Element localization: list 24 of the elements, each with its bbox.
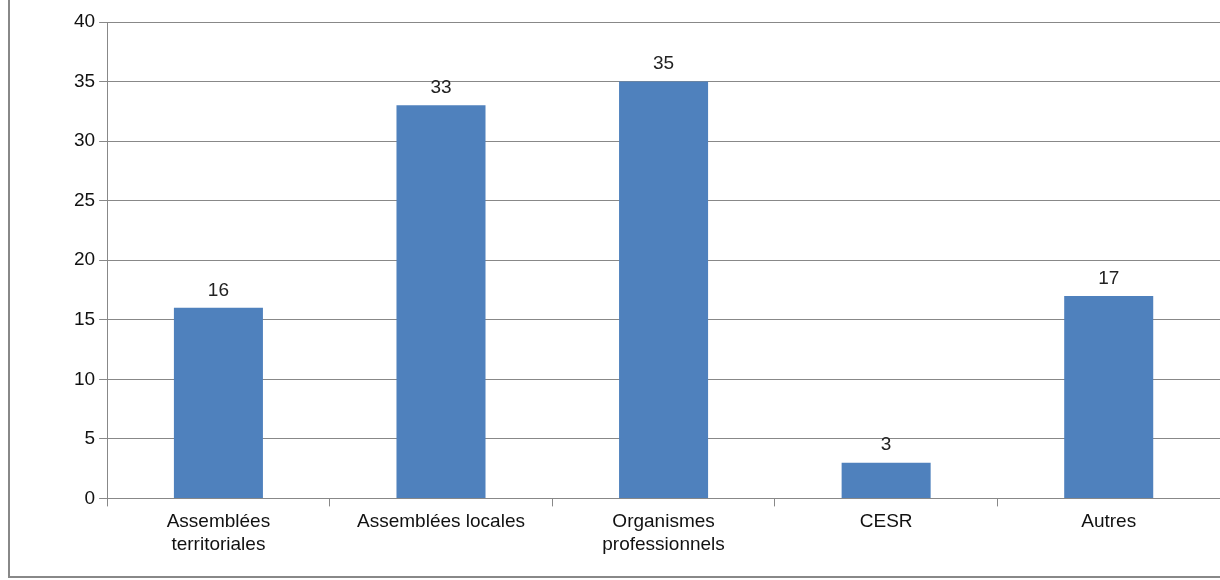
x-tick-label: Assemblées territoriales bbox=[166, 510, 271, 554]
bar bbox=[841, 462, 931, 498]
x-tick-label: CESR bbox=[859, 510, 913, 532]
x-tick-label: Assemblées locales bbox=[357, 510, 525, 532]
bar bbox=[619, 81, 709, 498]
y-tick-label: 35 bbox=[73, 69, 96, 91]
y-tick-label: 40 bbox=[73, 10, 96, 32]
data-label: 3 bbox=[880, 433, 892, 455]
data-label: 17 bbox=[1098, 266, 1120, 288]
y-tick-label: 15 bbox=[73, 307, 96, 329]
y-tick-label: 0 bbox=[84, 486, 96, 508]
y-tick-label: 10 bbox=[73, 367, 96, 389]
bar bbox=[1064, 295, 1154, 498]
y-tick-label: 25 bbox=[73, 188, 96, 210]
bar bbox=[173, 307, 263, 498]
x-tick-label: Organismes professionnels bbox=[602, 510, 725, 554]
x-tick-label: Autres bbox=[1081, 510, 1137, 532]
bar bbox=[396, 105, 486, 498]
y-tick-label: 5 bbox=[84, 427, 96, 449]
data-label: 33 bbox=[430, 76, 452, 98]
y-tick-label: 20 bbox=[73, 248, 96, 270]
data-label: 35 bbox=[653, 52, 675, 74]
data-label: 16 bbox=[207, 278, 229, 300]
y-tick-label: 30 bbox=[73, 129, 96, 151]
